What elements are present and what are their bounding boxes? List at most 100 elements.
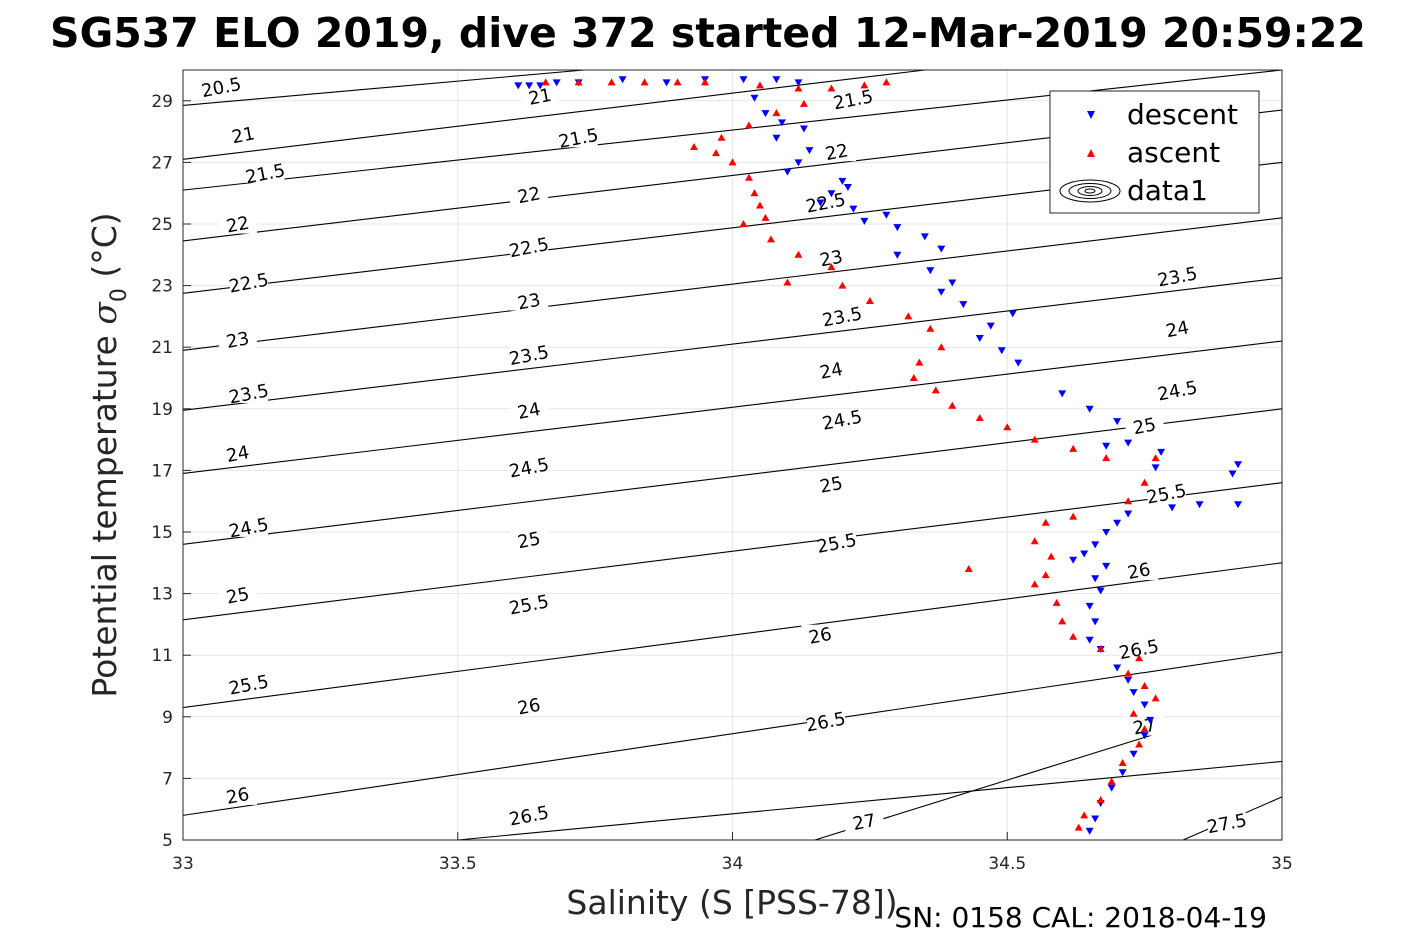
contour-label-bg xyxy=(510,399,549,420)
ascent-point xyxy=(1096,795,1105,803)
y-tick-label: 29 xyxy=(151,92,173,112)
descent-point xyxy=(838,177,847,185)
descent-point xyxy=(986,322,995,330)
contour-label-bg xyxy=(218,443,257,463)
ascent-point xyxy=(728,158,737,166)
contour-label-bg xyxy=(817,141,856,162)
descent-point xyxy=(1102,442,1111,450)
ascent-point xyxy=(1069,632,1078,640)
ascent-point xyxy=(1124,669,1133,677)
descent-point xyxy=(1113,418,1122,426)
ascent-point xyxy=(964,564,973,572)
descent-point xyxy=(1102,562,1111,570)
ascent-point xyxy=(827,263,836,271)
ascent-point xyxy=(794,84,803,92)
ascent-point xyxy=(783,278,792,286)
descent-point xyxy=(937,288,946,296)
y-tick-label: 23 xyxy=(151,277,173,297)
descent-point xyxy=(777,119,786,127)
y-tick-label: 7 xyxy=(162,769,173,789)
contour-label-bg xyxy=(823,305,862,326)
descent-point xyxy=(552,79,561,87)
contour-label-bg xyxy=(806,710,845,731)
ascent-point xyxy=(882,78,891,86)
ascent-point xyxy=(838,281,847,289)
contour-label-bg xyxy=(510,456,549,477)
ascent-point xyxy=(1069,444,1078,452)
descent-point xyxy=(959,301,968,309)
contour-label-bg xyxy=(823,409,862,430)
ascent-point xyxy=(755,201,764,209)
descent-point xyxy=(1014,359,1023,367)
ascent-point xyxy=(1151,694,1160,702)
ascent-point xyxy=(607,78,616,86)
ascent-point xyxy=(1151,454,1160,462)
descent-point xyxy=(1234,501,1243,509)
contour-label-bg xyxy=(510,236,549,257)
descent-point xyxy=(1085,636,1094,644)
contour-label: 27 xyxy=(851,810,877,835)
contour-label-bg xyxy=(1158,318,1197,339)
ascent-point xyxy=(1140,682,1149,689)
contour-label-bg xyxy=(1158,379,1197,400)
contour-line-23 xyxy=(182,217,1283,351)
contour-label: 22 xyxy=(516,183,542,208)
contour-label-bg xyxy=(218,329,257,350)
contour-label: 23 xyxy=(225,328,251,353)
ascent-point xyxy=(574,78,583,86)
descent-point xyxy=(1124,676,1133,684)
footer-calibration: SN: 0158 CAL: 2018-04-19 xyxy=(894,901,1267,934)
legend-box xyxy=(1049,90,1260,214)
y-tick-label: 19 xyxy=(151,400,173,420)
ascent-point xyxy=(975,414,984,422)
ascent-point xyxy=(926,324,935,332)
descent-point xyxy=(1091,815,1100,823)
descent-point xyxy=(783,168,792,176)
descent-point xyxy=(975,334,984,342)
contour-label-bg xyxy=(1125,415,1164,436)
contour-label: 22 xyxy=(225,213,251,238)
descent-point xyxy=(662,79,671,87)
ascent-point xyxy=(690,143,699,150)
ascent-point xyxy=(744,173,753,181)
ascent-point xyxy=(1030,435,1039,443)
ascent-point xyxy=(766,235,775,243)
legend-ascent-marker xyxy=(1087,149,1095,157)
contour-label-bg xyxy=(510,695,549,716)
contour-label-bg xyxy=(834,88,873,109)
y-tick-label: 9 xyxy=(162,708,173,728)
x-tick-label: 35 xyxy=(1271,854,1293,874)
contour-label-bg xyxy=(812,473,851,494)
contour-label-bg xyxy=(1147,483,1186,504)
descent-point xyxy=(948,279,957,287)
descent-point xyxy=(1091,541,1100,549)
ascent-point xyxy=(761,213,770,221)
descent-point xyxy=(618,76,627,84)
ascent-point xyxy=(827,84,836,92)
legend-data1-label: data1 xyxy=(1127,174,1208,207)
contour-label-bg xyxy=(510,529,549,550)
descent-point xyxy=(1124,510,1133,518)
contour-label-bg xyxy=(521,85,560,106)
ascent-point xyxy=(1096,645,1105,653)
contour-label-bg xyxy=(218,784,257,805)
ascent-point xyxy=(909,374,918,381)
chart-title: SG537 ELO 2019, dive 372 started 12-Mar-… xyxy=(50,9,1366,57)
contour-label-bg xyxy=(218,213,257,234)
legend-ascent-label: ascent xyxy=(1127,136,1220,169)
ascent-point xyxy=(1102,454,1111,462)
ascent-point xyxy=(948,401,957,409)
descent-point xyxy=(1085,827,1094,835)
descent-point xyxy=(937,245,946,253)
y-tick-label: 15 xyxy=(151,523,173,543)
descent-point xyxy=(1102,529,1111,536)
y-axis-label-subscript: 0 xyxy=(107,288,132,302)
ascent-point xyxy=(750,189,759,197)
y-axis-label-text: Potential temperature xyxy=(85,325,124,698)
descent-point xyxy=(514,82,523,90)
contour-label-bg xyxy=(1120,638,1159,659)
descent-point xyxy=(1113,664,1122,672)
contour-label: 24 xyxy=(1164,317,1190,342)
descent-point xyxy=(1129,689,1138,697)
contour-label-bg xyxy=(806,191,845,212)
